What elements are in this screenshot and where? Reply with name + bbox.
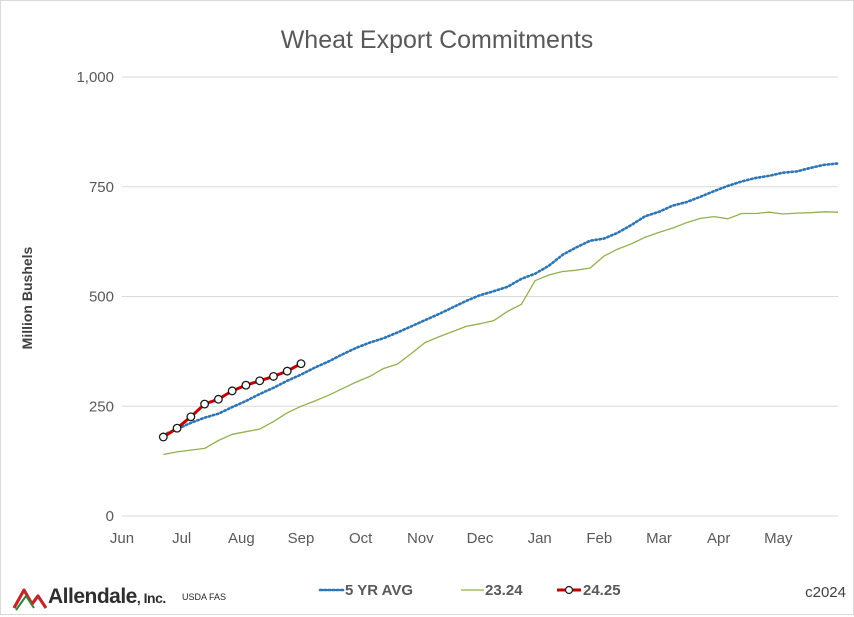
series-point-24-25-5: [227, 386, 237, 396]
series-point-24-25-0: [158, 432, 168, 442]
series-point-24-25-10: [296, 359, 306, 369]
series-point-24-25-2: [186, 412, 196, 422]
x-tick-aug: Aug: [228, 530, 255, 547]
legend-swatch-2425-marker: [564, 585, 574, 595]
allendale-logo-icon: [12, 588, 48, 611]
x-tick-dec: Dec: [467, 530, 494, 547]
legend-label-5yr-avg: 5 YR AVG: [345, 582, 413, 599]
series-group: [158, 162, 840, 456]
x-tick-feb: Feb: [586, 530, 612, 547]
y-tick-labels: 0 250 500 750 1,000: [76, 69, 114, 525]
series-point-24-25-3: [200, 399, 210, 409]
legend-label-2425: 24.25: [583, 582, 621, 599]
chart-title: Wheat Export Commitments: [281, 26, 594, 54]
x-tick-may: May: [764, 530, 793, 547]
series-point-24-25-1: [172, 423, 182, 433]
x-tick-jan: Jan: [528, 530, 552, 547]
grid-lines: [122, 76, 838, 517]
data-source: USDA FAS: [182, 592, 227, 602]
y-tick-0: 0: [106, 508, 114, 525]
series-point-24-25-7: [255, 376, 265, 386]
x-tick-sep: Sep: [288, 530, 315, 547]
legend: 5 YR AVG 23.24 24.25: [318, 582, 621, 599]
y-tick-500: 500: [89, 289, 114, 306]
y-axis-title: Million Bushels: [19, 246, 35, 349]
logo-name: Allendale: [48, 585, 137, 608]
series-point-24-25-6: [241, 380, 251, 390]
y-tick-750: 750: [89, 179, 114, 196]
x-tick-labels: Jun Jul Aug Sep Oct Nov Dec Jan Feb Mar Apr May: [110, 530, 793, 547]
x-tick-jul: Jul: [172, 530, 191, 547]
series-point-24-25-9: [282, 366, 292, 376]
x-tick-apr: Apr: [707, 530, 730, 547]
copyright: c2024: [805, 584, 846, 601]
allendale-logo-text: Allendale, Inc.: [48, 585, 166, 609]
y-tick-250: 250: [89, 398, 114, 415]
series-line-23-24: [163, 211, 839, 456]
series-point-24-25-8: [269, 371, 278, 381]
x-tick-mar: Mar: [646, 530, 672, 547]
legend-label-2324: 23.24: [485, 582, 523, 599]
series-point-24-25-4: [213, 394, 223, 404]
series-line-5-yr-avg: [162, 162, 840, 437]
allendale-logo: Allendale, Inc.: [12, 584, 182, 612]
x-tick-nov: Nov: [407, 530, 434, 547]
y-tick-1000: 1,000: [76, 69, 114, 86]
x-tick-jun: Jun: [110, 530, 134, 547]
x-tick-oct: Oct: [349, 530, 373, 547]
logo-suffix: , Inc.: [136, 590, 166, 606]
